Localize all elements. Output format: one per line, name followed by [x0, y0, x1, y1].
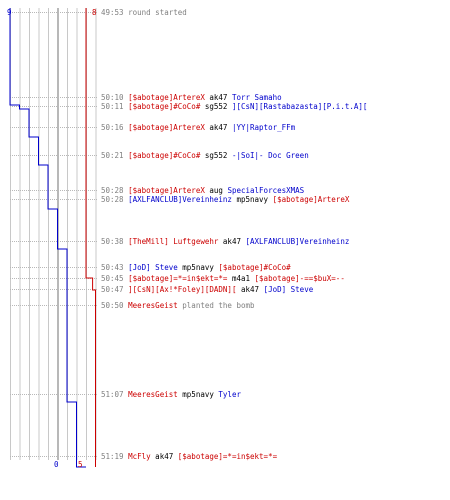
log-text: [JoD] Steve: [128, 263, 178, 272]
log-time: 50:16: [101, 123, 129, 132]
team-b-start-count: 8: [92, 8, 97, 17]
log-time: 50:10: [101, 93, 129, 102]
log-text: [$abotage]ArtereX: [128, 186, 205, 195]
log-time: 50:43: [101, 263, 129, 272]
log-text: Tyler: [218, 390, 241, 399]
log-row: 49:53 round started: [101, 8, 187, 17]
log-text: [$abotage]=*=in$ekt=*=: [128, 274, 228, 283]
log-text: [$abotage]-==$buX=--: [254, 274, 345, 283]
log-text: sg552: [200, 102, 232, 111]
log-text: round started: [128, 8, 187, 17]
log-text: [$abotage]ArtereX: [272, 195, 350, 204]
log-text: planted the bomb: [177, 301, 255, 310]
team-b-line: [85, 8, 96, 467]
log-row: 51:19 McFly ak47 [$abotage]=*=in$ekt=*=: [101, 452, 277, 461]
log-time: 50:28: [101, 195, 129, 204]
log-text: ak47: [204, 123, 232, 132]
log-text: Torr Samaho: [231, 93, 282, 102]
log-text: [AXLFANCLUB]Vereinheinz: [245, 237, 350, 246]
log-row: 50:43 [JoD] Steve mp5navy [$abotage]#CoC…: [101, 263, 291, 272]
team-a-end-count: 0: [54, 460, 59, 469]
log-time: 51:07: [101, 390, 129, 399]
log-text: ][CsN][Rastabazasta][P.i.t.A][: [231, 102, 368, 111]
log-row: 50:28 [$abotage]ArtereX aug SpecialForce…: [101, 186, 304, 195]
log-text: ak47: [204, 93, 232, 102]
log-row: 50:28 [AXLFANCLUB]Vereinheinz mp5navy [$…: [101, 195, 349, 204]
log-row: 50:21 [$abotage]#CoCo# sg552 -|SoI|- Doc…: [101, 151, 309, 160]
log-text: [AXLFANCLUB]Vereinheinz: [128, 195, 232, 204]
log-text: ][CsN][Ax!*Foley][DADN][: [128, 285, 237, 294]
team-a-start-count: 9: [7, 8, 12, 17]
log-row: 50:11 [$abotage]#CoCo# sg552 ][CsN][Rast…: [101, 102, 367, 111]
log-text: [$abotage]ArtereX: [128, 93, 205, 102]
timeline-grid: [10, 8, 97, 460]
log-text: [JoD] Steve: [263, 285, 314, 294]
log-time: 50:28: [101, 186, 129, 195]
log-row: 50:47 ][CsN][Ax!*Foley][DADN][ ak47 [JoD…: [101, 285, 313, 294]
log-time: 50:47: [101, 285, 129, 294]
log-text: [$abotage]#CoCo#: [128, 151, 201, 160]
log-row: 50:50 MeeresGeist planted the bomb: [101, 301, 255, 310]
log-text: mp5navy: [177, 263, 219, 272]
log-text: [$abotage]#CoCo#: [218, 263, 291, 272]
log-time: 50:21: [101, 151, 129, 160]
log-text: [$abotage]#CoCo#: [128, 102, 201, 111]
team-a-line: [9, 8, 86, 468]
log-row: 50:16 [$abotage]ArtereX ak47 |YY|Raptor_…: [101, 123, 295, 132]
log-row: 50:45 [$abotage]=*=in$ekt=*= m4a1 [$abot…: [101, 274, 345, 283]
log-text: -|SoI|- Doc Green: [231, 151, 309, 160]
log-text: mp5navy: [231, 195, 273, 204]
log-row: 51:07 MeeresGeist mp5navy Tyler: [101, 390, 241, 399]
log-text: McFly: [128, 452, 151, 461]
log-row: 50:10 [$abotage]ArtereX ak47 Torr Samaho: [101, 93, 282, 102]
log-text: mp5navy: [177, 390, 219, 399]
event-tick-marks: [10, 12, 97, 457]
log-time: 50:50: [101, 301, 129, 310]
log-text: [$abotage]ArtereX: [128, 123, 205, 132]
log-text: |YY|Raptor_FFm: [231, 123, 296, 132]
log-text: SpecialForcesXMAS: [227, 186, 305, 195]
log-text: ak47: [218, 237, 246, 246]
log-text: [$abotage]=*=in$ekt=*=: [177, 452, 278, 461]
log-text: ak47: [236, 285, 264, 294]
log-time: 49:53: [101, 8, 129, 17]
log-text: ak47: [150, 452, 178, 461]
log-text: [TheMill] Luftgewehr: [128, 237, 219, 246]
log-time: 50:11: [101, 102, 129, 111]
log-time: 50:45: [101, 274, 129, 283]
team-b-end-count: 5: [78, 460, 83, 469]
team-score-lines: [9, 8, 96, 468]
log-text: aug: [204, 186, 228, 195]
log-time: 51:19: [101, 452, 129, 461]
log-time: 50:38: [101, 237, 129, 246]
log-text: sg552: [200, 151, 232, 160]
log-text: m4a1: [227, 274, 255, 283]
log-text: MeeresGeist: [128, 390, 178, 399]
log-row: 50:38 [TheMill] Luftgewehr ak47 [AXLFANC…: [101, 237, 349, 246]
log-text: MeeresGeist: [128, 301, 178, 310]
